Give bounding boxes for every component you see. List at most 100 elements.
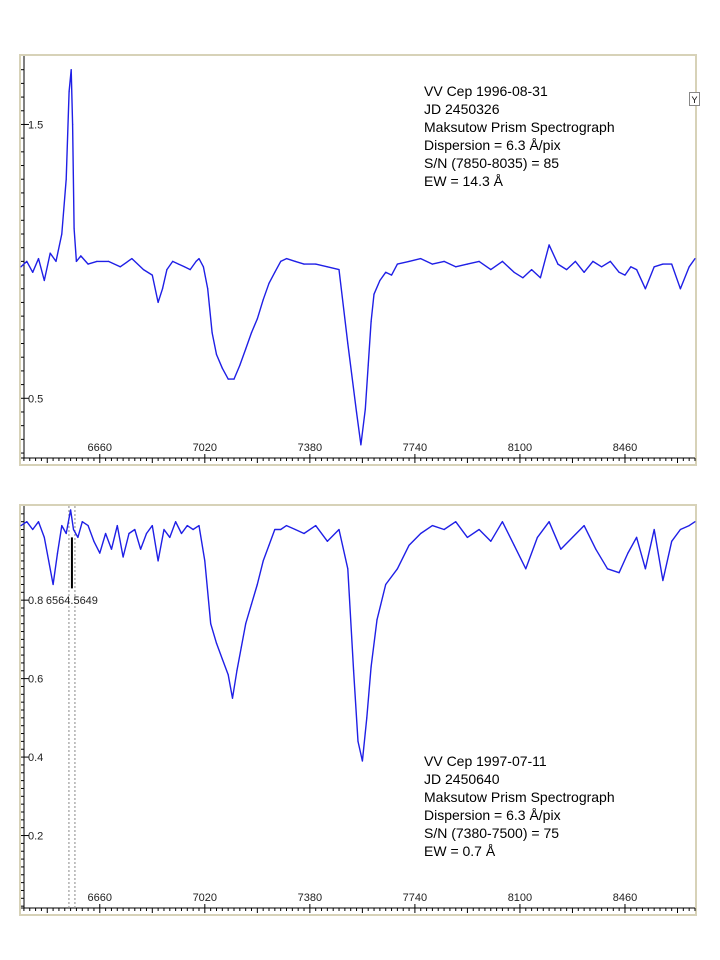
data-point-1997 — [163, 528, 165, 531]
data-point-1997 — [595, 548, 597, 550]
data-point-1997 — [56, 552, 59, 554]
data-point-1997 — [679, 528, 682, 531]
data-point-1996 — [151, 274, 153, 276]
data-point-1997 — [571, 536, 574, 538]
data-point-1996 — [501, 260, 504, 262]
data-point-1996 — [694, 258, 696, 260]
data-point-1997 — [105, 532, 107, 535]
y-axis-toggle-button[interactable]: Y — [689, 92, 700, 106]
data-point-1997 — [227, 674, 229, 676]
x-tick-label-1997: 7740 — [403, 892, 427, 904]
data-point-1997 — [72, 528, 75, 531]
data-point-1996 — [285, 258, 288, 260]
data-point-1997 — [618, 572, 620, 574]
data-point-1997 — [122, 556, 124, 558]
data-point-1997 — [221, 658, 223, 660]
data-point-1996 — [630, 266, 632, 268]
data-point-1996 — [624, 274, 626, 276]
data-point-1996 — [566, 268, 568, 271]
data-point-1997 — [376, 619, 378, 621]
data-point-1997 — [99, 552, 101, 554]
data-point-1997 — [644, 568, 646, 570]
data-point-1997 — [240, 646, 242, 648]
data-point-1997 — [490, 540, 492, 542]
data-point-1997 — [215, 642, 218, 644]
data-point-1997 — [256, 583, 258, 586]
data-point-1997 — [250, 603, 253, 605]
data-point-1997 — [366, 717, 368, 719]
data-point-1996 — [490, 268, 492, 271]
data-point-1996 — [70, 69, 72, 71]
data-point-1996 — [355, 411, 358, 413]
data-point-1996 — [72, 123, 74, 126]
data-point-1997 — [128, 532, 130, 535]
data-point-1996 — [455, 266, 457, 268]
data-point-1996 — [131, 258, 133, 260]
data-point-1996 — [65, 178, 67, 180]
spectrum-line-1997 — [20, 509, 696, 762]
data-point-1996 — [202, 266, 204, 268]
data-point-1996 — [539, 277, 541, 279]
data-point-1997 — [653, 528, 655, 531]
data-point-1997 — [20, 525, 22, 527]
data-point-1996 — [43, 279, 45, 282]
data-point-1996 — [195, 260, 197, 262]
data-point-1997 — [81, 521, 83, 523]
data-point-1997 — [478, 528, 480, 531]
data-point-1996 — [513, 271, 515, 273]
data-point-1996 — [280, 260, 282, 262]
y-tick-label-1996: 0.5 — [28, 393, 43, 405]
data-point-1996 — [644, 288, 646, 290]
data-point-1997 — [37, 521, 40, 523]
data-point-1996 — [26, 260, 28, 262]
annotation-1997: VV Cep 1997-07-11 JD 2450640 Maksutow Pr… — [424, 752, 615, 860]
data-point-1996 — [227, 378, 229, 380]
data-point-1996 — [583, 271, 585, 273]
annotation-1996-line: VV Cep 1996-08-31 — [424, 83, 548, 99]
data-point-1997 — [268, 544, 270, 546]
data-point-1996 — [574, 260, 576, 262]
data-point-1997 — [694, 521, 696, 523]
data-point-1996 — [618, 271, 620, 273]
annotation-1996: VV Cep 1996-08-31 JD 2450326 Maksutow Pr… — [424, 82, 615, 190]
data-point-1997 — [285, 525, 288, 527]
data-point-1996 — [233, 378, 235, 380]
data-point-1997 — [186, 525, 188, 527]
data-point-1997 — [671, 540, 673, 542]
data-point-1996 — [183, 266, 185, 268]
data-point-1997 — [192, 528, 194, 531]
data-point-1996 — [73, 227, 75, 230]
data-point-1996 — [431, 263, 434, 265]
data-point-1997 — [140, 548, 142, 550]
marker-label: 6564.5649 — [46, 595, 98, 607]
data-point-1997 — [536, 536, 539, 538]
data-point-1996 — [653, 266, 655, 268]
data-point-1996 — [396, 263, 398, 265]
data-point-1997 — [396, 568, 398, 570]
data-point-1997 — [560, 548, 562, 550]
data-point-1997 — [525, 568, 527, 570]
data-point-1996 — [32, 271, 34, 273]
data-point-1997 — [169, 536, 171, 538]
data-point-1996 — [609, 260, 611, 262]
x-tick-label-1997: 7380 — [298, 892, 322, 904]
data-point-1997 — [361, 760, 363, 762]
data-point-1997 — [636, 536, 638, 538]
data-point-1996 — [671, 263, 673, 265]
data-point-1997 — [93, 540, 95, 542]
data-point-1996 — [96, 260, 98, 262]
annotation-1996-line: Dispersion = 6.3 Å/pix — [424, 137, 561, 153]
data-point-1997 — [294, 528, 296, 531]
data-point-1997 — [627, 552, 629, 554]
x-tick-label-1996: 8100 — [508, 442, 532, 454]
x-tick-label-1997: 7020 — [193, 892, 217, 904]
data-point-1997 — [370, 666, 372, 668]
data-point-1997 — [87, 525, 89, 527]
data-point-1997 — [548, 521, 550, 523]
data-point-1996 — [326, 266, 328, 268]
annotation-1997-line: JD 2450640 — [424, 771, 500, 787]
data-point-1996 — [466, 263, 469, 265]
annotation-1997-line: EW = 0.7 Å — [424, 843, 496, 859]
data-point-1996 — [420, 258, 422, 260]
data-point-1996 — [215, 353, 218, 356]
